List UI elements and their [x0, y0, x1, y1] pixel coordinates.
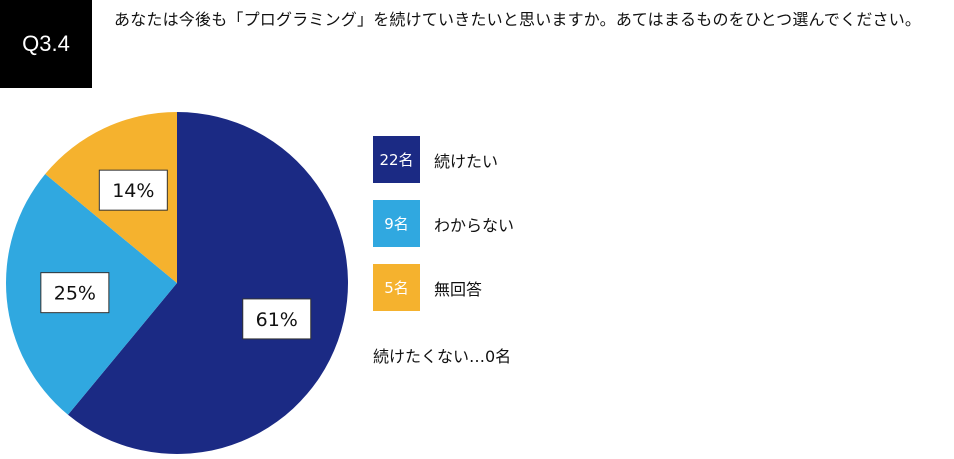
- pie-value-label-text: 61%: [256, 309, 298, 331]
- pie-chart: 61% 25% 14%: [6, 112, 349, 454]
- legend-label-no-answer: 無回答: [434, 279, 483, 299]
- legend-item-unsure: 9名 わからない: [373, 200, 514, 247]
- pie-slice-continue: [68, 112, 349, 454]
- pie-value-label-continue: 61%: [242, 298, 312, 340]
- legend-swatch-continue: 22名: [373, 136, 420, 183]
- pie-value-label-unsure: 25%: [40, 272, 110, 314]
- question-number-badge: Q3.4: [0, 0, 92, 88]
- pie-value-label-box: [242, 298, 312, 340]
- pie-value-label-text: 14%: [112, 180, 154, 202]
- question-number: Q3.4: [22, 31, 70, 56]
- pie-value-label-text: 25%: [54, 283, 96, 305]
- pie-value-label-no-answer: 14%: [98, 169, 168, 211]
- footnote-not-continue: 続けたくない…0名: [373, 347, 512, 366]
- legend-swatch-no-answer: 5名: [373, 264, 420, 311]
- legend-swatch-unsure: 9名: [373, 200, 420, 247]
- pie-value-label-box: [40, 272, 110, 314]
- question-text: あなたは今後も「プログラミング」を続けていきたいと思いますか。あてはまるものをひ…: [114, 10, 922, 29]
- pie-value-label-box: [98, 169, 168, 211]
- legend-label-unsure: わからない: [434, 215, 515, 235]
- legend-label-continue: 続けたい: [434, 151, 499, 171]
- legend-item-continue: 22名 続けたい: [373, 136, 498, 183]
- legend-item-no-answer: 5名 無回答: [373, 264, 482, 311]
